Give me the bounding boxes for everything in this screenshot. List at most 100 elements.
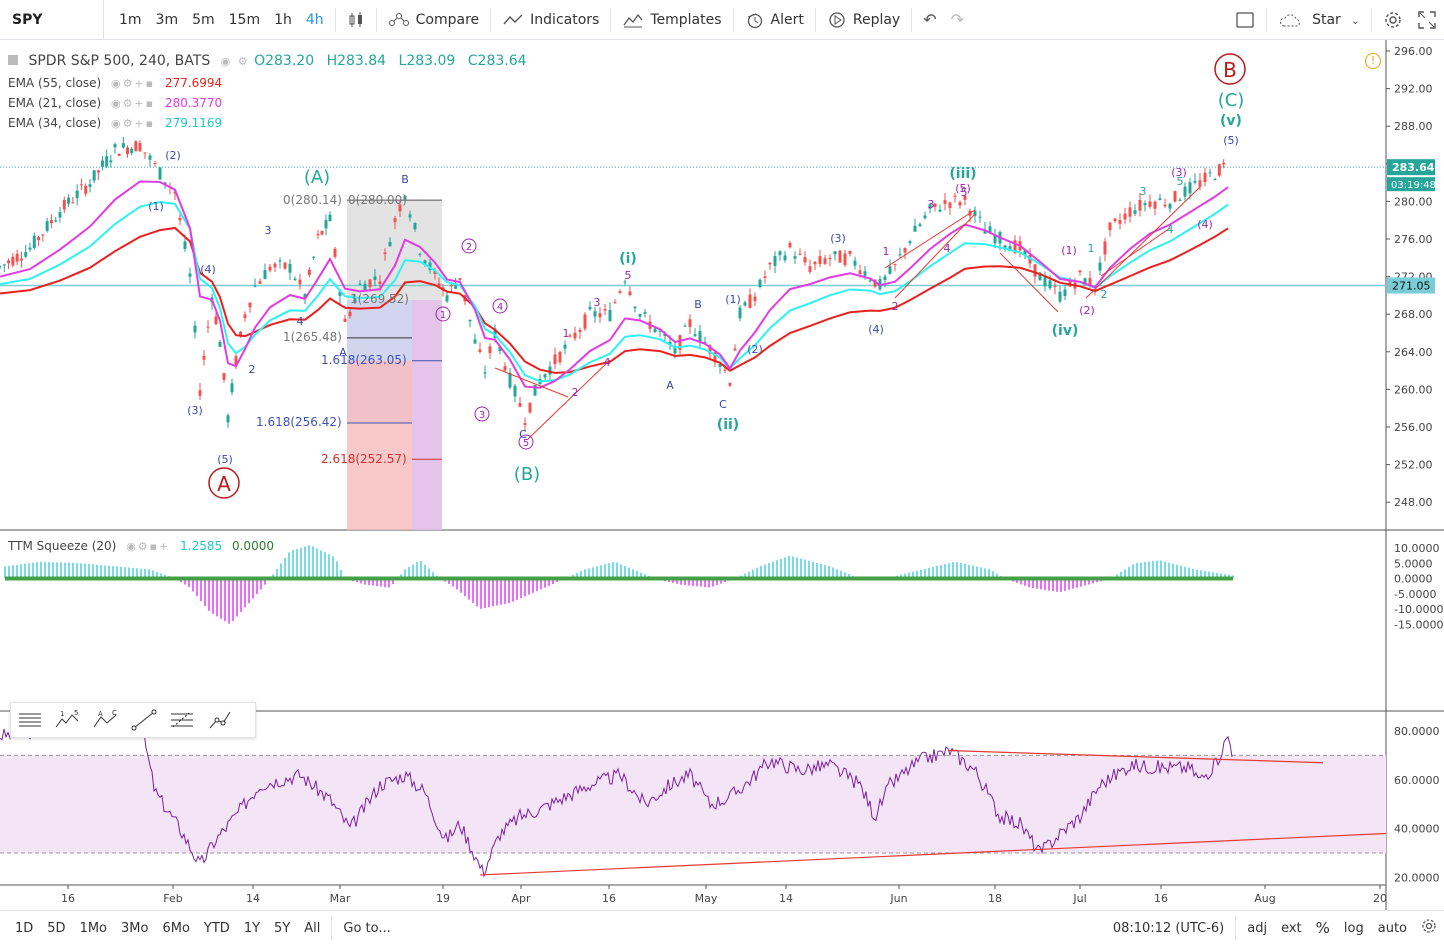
candle-body [253,285,257,287]
fib-levels-tool[interactable] [11,703,49,737]
interval-1m[interactable]: 1m [119,11,142,28]
trend-line [884,209,976,269]
path-tool[interactable] [201,703,239,737]
wave-label: (C) [1218,90,1245,111]
templates-button[interactable]: Templates [615,0,728,40]
range-3mo[interactable]: 3Mo [121,920,149,936]
level-label: 271.05 [1392,280,1431,293]
range-all[interactable]: All [304,920,321,936]
wave-label: 2 [249,363,256,376]
symbol-search[interactable]: SPY [0,0,104,40]
ttm-squeeze-value: 0.0000 [231,539,274,553]
candle-body [458,278,462,280]
range-1d[interactable]: 1D [15,920,34,936]
countdown-tag [1387,177,1435,192]
percent-toggle[interactable]: % [1315,919,1330,937]
time-tick-label: 14 [779,892,793,905]
redo-button[interactable]: ↷ [944,0,971,40]
price-chart[interactable]: 296.00292.00288.00284.00280.00276.00272.… [0,40,1444,910]
candle-body [1013,240,1017,253]
adj-toggle[interactable]: adj [1247,920,1268,936]
interval-1h[interactable]: 1h [274,11,292,28]
wave-circle [435,306,451,322]
compare-label: Compare [415,11,480,28]
ttm-buttons[interactable]: ◉⚙▪+ [126,540,171,553]
time-tick-label: 20 [1373,892,1387,905]
warning-icon[interactable]: ! [1365,53,1381,69]
log-toggle[interactable]: log [1343,920,1364,936]
range-1mo[interactable]: 1Mo [79,920,108,936]
symbol-label: SPY [12,11,43,28]
indicators-button[interactable]: Indicators [495,0,606,40]
star-button[interactable]: Star ⌄ [1271,0,1367,40]
compare-button[interactable]: Compare [381,0,487,40]
wave-label: 5 [1177,175,1184,188]
alert-button[interactable]: Alert [738,0,811,40]
chart-area[interactable]: 296.00292.00288.00284.00280.00276.00272.… [0,40,1444,910]
range-ytd[interactable]: YTD [203,920,230,936]
chart-type-button[interactable] [340,0,372,40]
candle-body [678,335,682,350]
range-5y[interactable]: 5Y [274,920,291,936]
collapse-icon[interactable] [8,55,18,65]
fib-retracement-tool[interactable] [163,703,201,737]
candle-body [148,155,152,160]
fullscreen-chart-button[interactable] [1228,0,1262,40]
ttm-value: 1.2585 [180,539,223,553]
candle-body [853,260,857,266]
candle-body [358,283,362,285]
candle-body [858,270,862,275]
clock[interactable]: 08:10:12 (UTC-6) [1112,920,1225,936]
interval-3m[interactable]: 3m [155,11,179,28]
interval-4h[interactable]: 4h [305,11,324,28]
candle-body [7,260,11,264]
wave-label: (4) [1197,218,1213,231]
ema55-buttons[interactable]: ◉⚙+▪ [110,77,156,90]
candle-body [1213,179,1217,181]
time-tick-label: 16 [61,892,75,905]
wave-label: 4 [944,242,951,255]
fullscreen-button[interactable] [1410,0,1444,40]
interval-5m[interactable]: 5m [192,11,215,28]
last-price-label: 283.64 [1392,161,1435,174]
wave-label: B [401,173,409,186]
replay-button[interactable]: Replay [820,0,907,40]
candle-body [19,258,23,261]
ext-toggle[interactable]: ext [1281,920,1302,936]
wave-label: 1 [440,310,446,321]
auto-toggle[interactable]: auto [1377,920,1407,936]
ema21-buttons[interactable]: ◉⚙+▪ [110,97,156,110]
goto-button[interactable]: Go to... [343,920,391,936]
candle-body [0,266,2,268]
range-6mo[interactable]: 6Mo [162,920,190,936]
candle-body [1163,204,1167,207]
candle-body [328,214,332,221]
wave-label: 1 [883,245,890,258]
low-value: L283.09 [398,53,456,69]
candle-body [1063,289,1067,297]
chart-settings-button[interactable] [1414,918,1444,938]
candle-body [1217,164,1221,176]
price-tick-label: 288.00 [1394,120,1433,133]
candle-body [1058,291,1062,302]
wave-label: 3 [594,296,601,309]
legend-buttons[interactable]: ◉ ⚙ [220,55,250,68]
candle-body [698,330,702,342]
candle-body [703,341,707,343]
candle-body [363,283,367,292]
settings-button[interactable] [1376,0,1410,40]
interval-15m[interactable]: 15m [228,11,261,28]
range-5d[interactable]: 5D [47,920,66,936]
candle-body [378,281,382,285]
undo-button[interactable]: ↶ [916,0,943,40]
trend-line-tool[interactable] [125,703,163,737]
candle-body [1198,180,1202,187]
candle-body [548,366,552,375]
ema34-buttons[interactable]: ◉⚙+▪ [110,117,156,130]
candle-body [324,220,328,229]
range-1y[interactable]: 1Y [243,920,261,936]
ema21-value: 280.3770 [164,96,223,110]
wave-label: C [519,428,527,441]
